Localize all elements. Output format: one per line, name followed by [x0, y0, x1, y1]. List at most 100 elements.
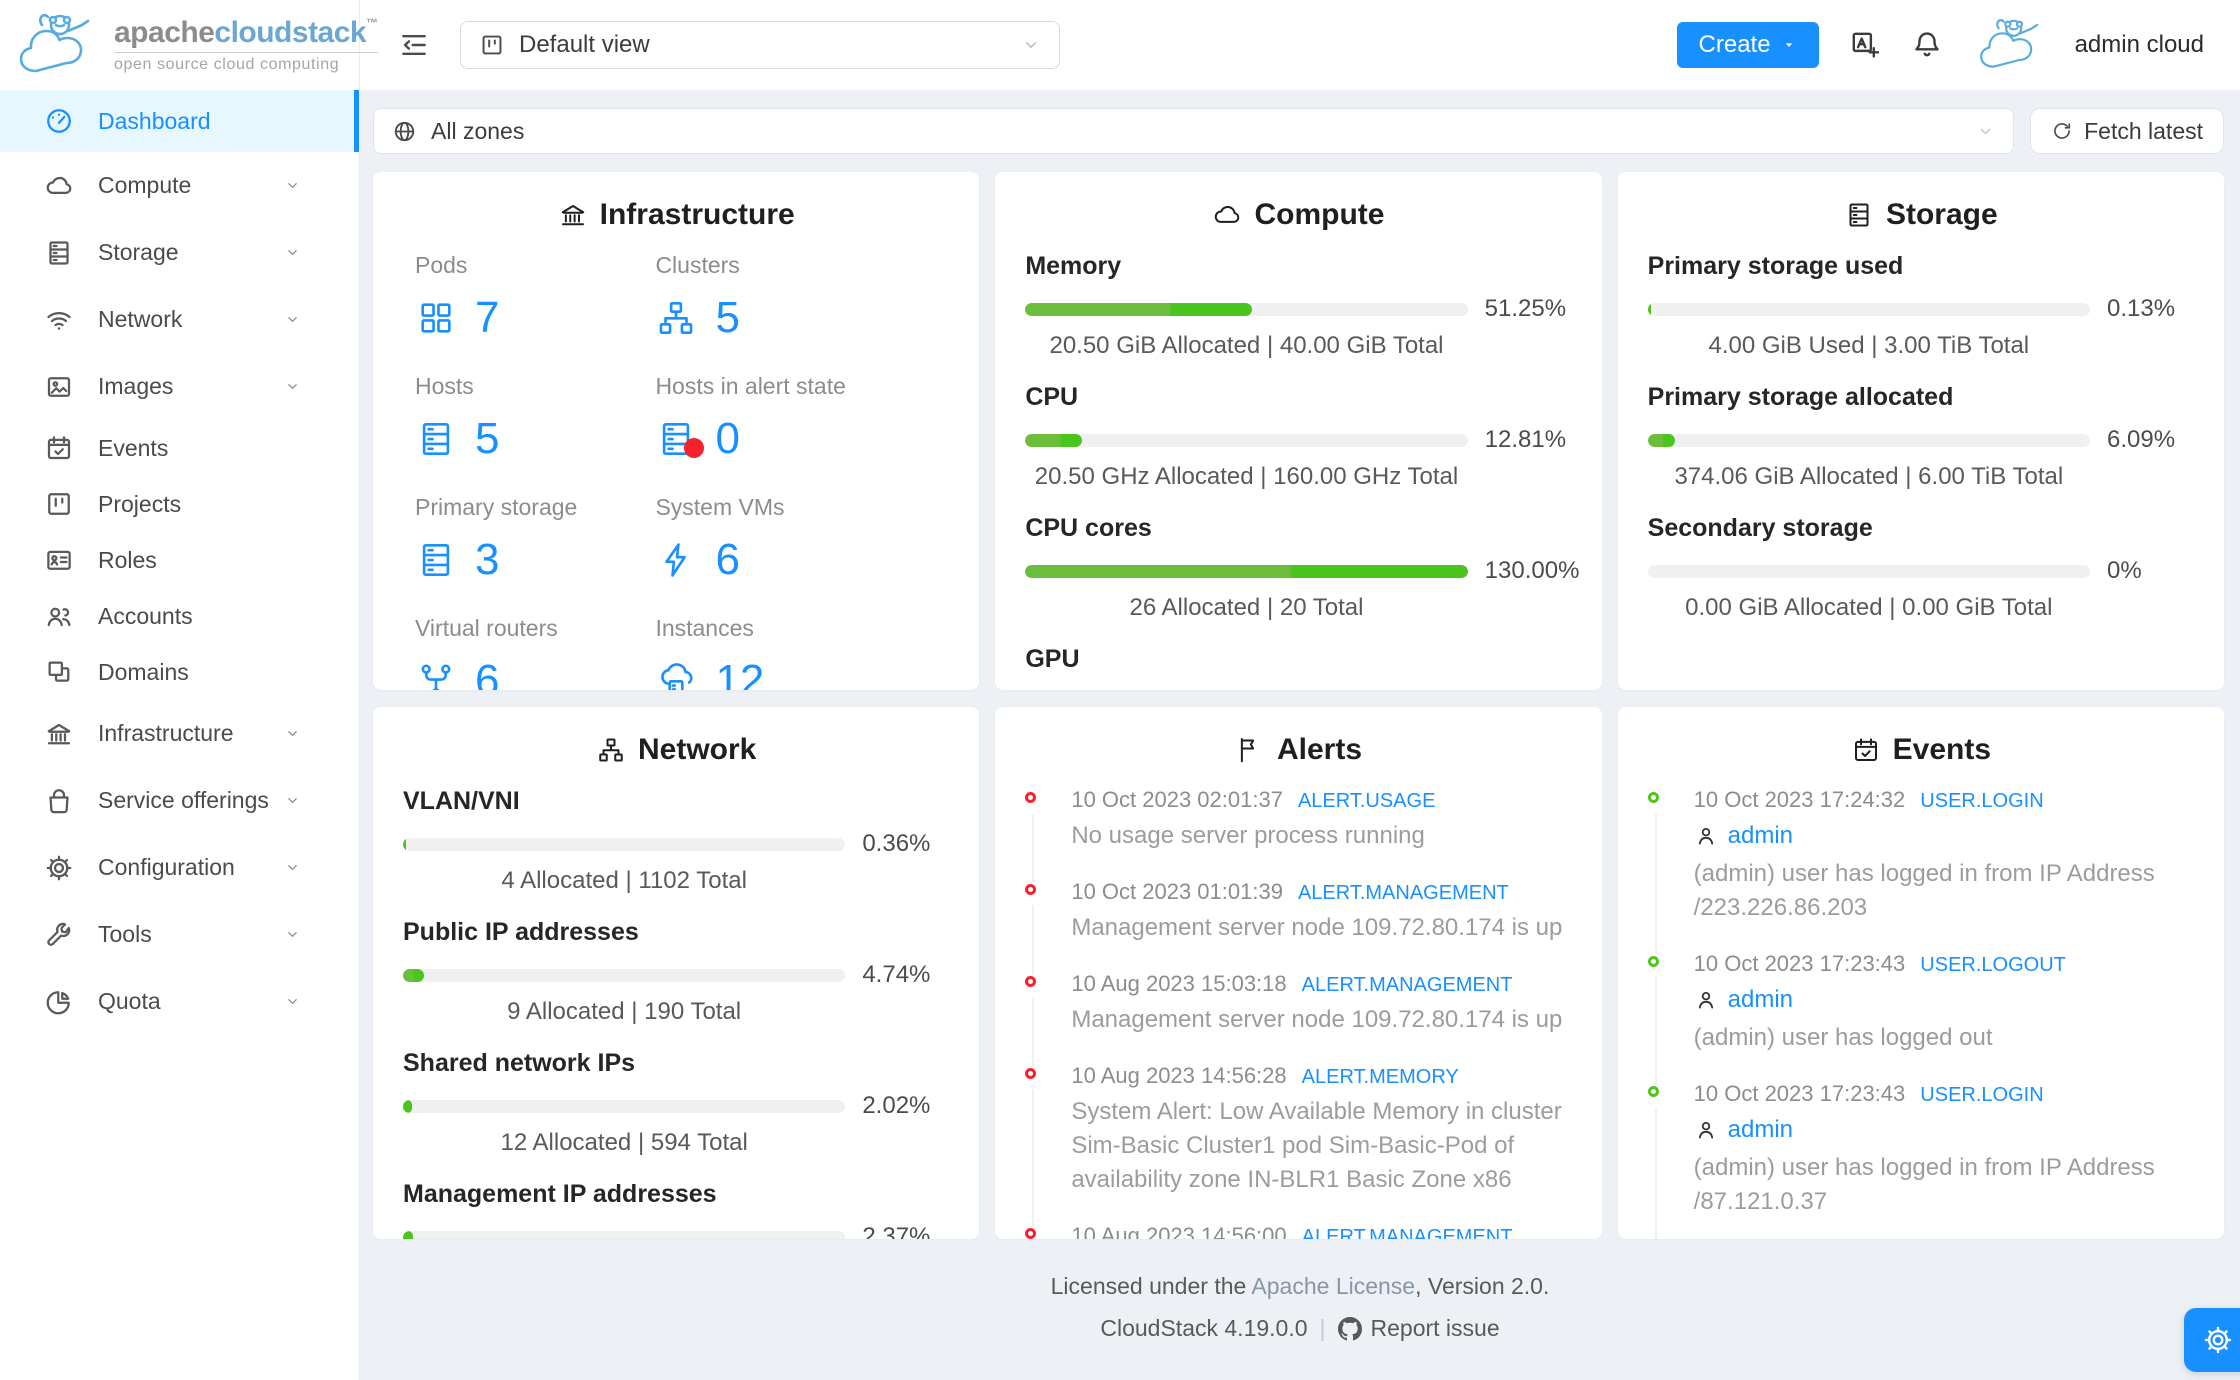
storage-icon	[44, 238, 74, 268]
view-selector[interactable]: Default view	[460, 21, 1060, 69]
primary-storage-icon	[415, 539, 457, 581]
sidebar-item-configuration[interactable]: Configuration	[0, 834, 359, 901]
sidebar-item-images[interactable]: Images	[0, 353, 359, 420]
stat-instances: Instances 12	[655, 615, 949, 690]
stat-primary-storage: Primary storage 3	[415, 494, 655, 585]
stat-clusters: Clusters 5	[655, 252, 949, 343]
apache-license-link[interactable]: Apache License	[1251, 1273, 1416, 1299]
event-status-dot-icon	[1647, 792, 1659, 803]
chevron-down-icon	[284, 792, 301, 809]
alert-type-link[interactable]: ALERT.MANAGEMENT	[1301, 974, 1513, 996]
settings-fab-button[interactable]	[2184, 1308, 2240, 1372]
stat-hosts-alert-value[interactable]: 0	[655, 414, 949, 464]
calendar-check-icon	[1851, 735, 1881, 765]
event-item: 10 Oct 2023 17:23:43 USER.LOGIN admin (ad…	[1647, 1081, 2194, 1239]
zone-selector[interactable]: All zones	[373, 108, 2015, 154]
stat-virtual-routers-value[interactable]: 6	[415, 656, 655, 690]
network-icon	[44, 305, 74, 335]
fetch-latest-button[interactable]: Fetch latest	[2030, 108, 2224, 154]
sidebar-item-compute[interactable]: Compute	[0, 152, 359, 219]
github-icon	[1338, 1317, 1362, 1341]
infrastructure-icon	[44, 719, 74, 749]
event-user-link[interactable]: admin	[1727, 822, 1794, 849]
chevron-down-icon	[1976, 122, 1995, 141]
alert-item: 10 Aug 2023 14:56:28 ALERT.MEMORY System …	[1025, 1063, 1571, 1227]
event-user-link[interactable]: admin	[1727, 986, 1794, 1013]
alerts-card: Alerts 10 Oct 2023 02:01:37 ALERT.USAGE N…	[995, 707, 1602, 1239]
user-name[interactable]: admin cloud	[2074, 31, 2204, 58]
sidebar-item-dashboard[interactable]: Dashboard	[0, 90, 359, 152]
sidebar-item-service-offerings[interactable]: Service offerings	[0, 767, 359, 834]
alert-status-dot-icon	[1025, 1228, 1037, 1239]
storage-card: Storage Primary storage used 0.13% 4.00 …	[1617, 172, 2224, 690]
events-icon	[44, 433, 74, 463]
stat-system-vms-value[interactable]: 6	[655, 535, 949, 585]
sidebar-menu: Dashboard Compute Storage Network Images…	[0, 90, 359, 1035]
menu-fold-icon[interactable]	[398, 29, 430, 61]
cloud-icon	[1212, 200, 1242, 230]
card-title: Alerts	[1025, 733, 1571, 767]
chevron-down-icon	[284, 926, 301, 943]
refresh-icon	[2051, 120, 2073, 142]
alert-type-link[interactable]: ALERT.MEMORY	[1301, 1066, 1459, 1088]
sidebar-item-storage[interactable]: Storage	[0, 219, 359, 286]
alert-status-dot-icon	[1025, 1068, 1037, 1079]
chevron-down-icon	[1021, 35, 1041, 55]
bank-icon	[558, 200, 588, 230]
event-type-link[interactable]: USER.LOGIN	[1920, 790, 2044, 812]
notification-bell-icon[interactable]	[1911, 29, 1943, 61]
metric-memory: Memory 51.25% 20.50 GiB Allocated | 40.0…	[1025, 252, 1567, 359]
sidebar-item-quota[interactable]: Quota	[0, 968, 359, 1035]
version-label: CloudStack 4.19.0.0	[1100, 1315, 1308, 1341]
sidebar-item-domains[interactable]: Domains	[0, 644, 359, 700]
sidebar-item-projects[interactable]: Projects	[0, 476, 359, 532]
alert-type-link[interactable]: ALERT.USAGE	[1297, 790, 1436, 812]
chevron-down-icon	[284, 378, 301, 395]
sidebar-item-roles[interactable]: Roles	[0, 532, 359, 588]
alert-type-link[interactable]: ALERT.MANAGEMENT	[1301, 1226, 1513, 1239]
chevron-down-icon	[284, 244, 301, 261]
event-type-link[interactable]: USER.LOGIN	[1920, 1084, 2044, 1106]
monkey-cloud-logo-icon	[12, 9, 104, 81]
stat-hosts-value[interactable]: 5	[415, 414, 655, 464]
progress-bar	[1025, 433, 1468, 447]
event-user-link[interactable]: admin	[1727, 1116, 1794, 1143]
event-type-link[interactable]: USER.LOGOUT	[1920, 954, 2066, 976]
metric-primary-storage-allocated: Primary storage allocated 6.09% 374.06 G…	[1647, 383, 2176, 490]
metric-cpu-cores: CPU cores 130.00% 26 Allocated | 20 Tota…	[1025, 514, 1580, 621]
stat-virtual-routers: Virtual routers 6	[415, 615, 655, 690]
sidebar-item-tools[interactable]: Tools	[0, 901, 359, 968]
user-avatar[interactable]	[1973, 15, 2051, 75]
sidebar-item-network[interactable]: Network	[0, 286, 359, 353]
translate-icon[interactable]	[1849, 29, 1881, 61]
sidebar-item-accounts[interactable]: Accounts	[0, 588, 359, 644]
create-button[interactable]: Create	[1676, 22, 1819, 68]
alert-item: 10 Aug 2023 14:56:00 ALERT.MANAGEMENT	[1025, 1223, 1571, 1239]
stat-clusters-value[interactable]: 5	[655, 293, 949, 343]
user-icon	[1694, 824, 1718, 848]
cloud-server-icon	[655, 660, 697, 690]
user-icon	[1694, 988, 1718, 1012]
stat-instances-value[interactable]: 12	[655, 656, 949, 690]
sidebar-item-infrastructure[interactable]: Infrastructure	[0, 700, 359, 767]
progress-bar	[1647, 302, 2090, 316]
alert-status-dot-icon	[1025, 884, 1037, 895]
alert-item: 10 Oct 2023 01:01:39 ALERT.MANAGEMENT Man…	[1025, 879, 1571, 975]
card-title: Compute	[1025, 198, 1571, 232]
host-icon	[415, 418, 457, 460]
alert-type-link[interactable]: ALERT.MANAGEMENT	[1297, 882, 1509, 904]
stat-pods-value[interactable]: 7	[415, 293, 655, 343]
cluster-icon	[655, 297, 697, 339]
user-icon	[1694, 1118, 1718, 1142]
cluster-icon	[596, 735, 626, 765]
thunderbolt-icon	[655, 539, 697, 581]
stat-hosts: Hosts 5	[415, 373, 655, 464]
stat-primary-storage-value[interactable]: 3	[415, 535, 655, 585]
report-issue-link[interactable]: Report issue	[1338, 1315, 1500, 1342]
app-logo[interactable]: apachecloudstack™ open source cloud comp…	[0, 0, 378, 90]
alert-item: 10 Oct 2023 02:01:37 ALERT.USAGE No usage…	[1025, 787, 1571, 883]
appstore-icon	[415, 297, 457, 339]
images-icon	[44, 372, 74, 402]
caret-down-icon	[1781, 37, 1797, 53]
sidebar-item-events[interactable]: Events	[0, 420, 359, 476]
